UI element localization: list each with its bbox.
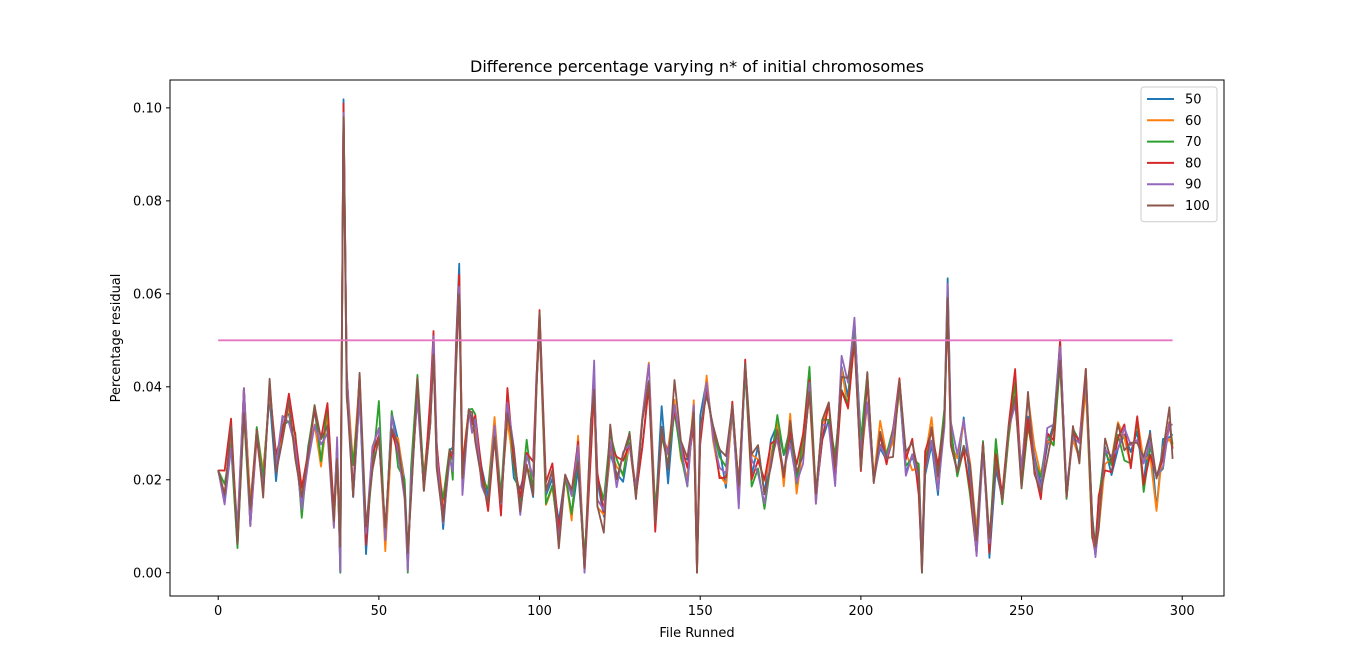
- y-tick-label: 0.08: [133, 194, 162, 209]
- x-tick-label: 150: [688, 604, 713, 619]
- x-axis-ticks: 0 50 100 150 200 250 300: [214, 596, 1195, 619]
- legend-label: 80: [1185, 156, 1202, 171]
- x-tick-label: 0: [214, 604, 222, 619]
- legend-label: 90: [1185, 178, 1202, 193]
- y-tick-label: 0.06: [133, 287, 162, 302]
- y-tick-label: 0.02: [133, 473, 162, 488]
- x-tick-label: 50: [371, 604, 388, 619]
- x-axis-label: File Runned: [659, 626, 734, 641]
- legend-label: 60: [1185, 114, 1202, 129]
- legend-label: 70: [1185, 135, 1202, 150]
- plot-area: [217, 98, 1174, 574]
- legend-label: 50: [1185, 93, 1202, 108]
- series-line-100: [217, 116, 1174, 574]
- x-tick-label: 250: [1009, 604, 1034, 619]
- y-axis-label: Percentage residual: [109, 274, 124, 403]
- x-tick-label: 300: [1170, 604, 1195, 619]
- chart-title: Difference percentage varying n* of init…: [470, 57, 924, 76]
- x-tick-label: 200: [848, 604, 873, 619]
- y-tick-label: 0.10: [133, 101, 162, 116]
- legend-label: 100: [1185, 199, 1210, 214]
- y-tick-label: 0.00: [133, 566, 162, 581]
- x-tick-label: 100: [527, 604, 552, 619]
- y-tick-label: 0.04: [133, 380, 162, 395]
- legend: 50 60 70 80 90 100: [1140, 86, 1218, 223]
- axes-frame: [169, 79, 1225, 597]
- y-axis-ticks: 0.00 0.02 0.04 0.06 0.08 0.10: [133, 101, 170, 581]
